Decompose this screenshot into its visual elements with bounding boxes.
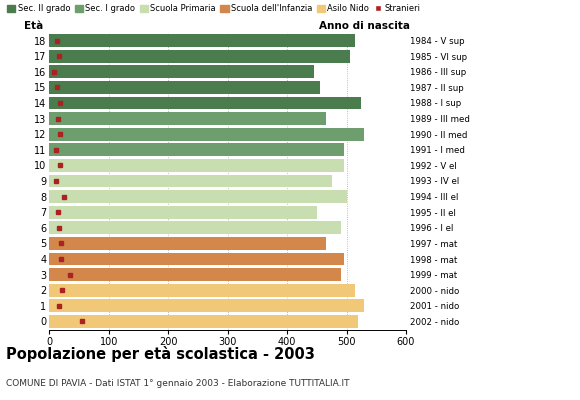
Bar	[49, 143, 343, 156]
Text: Età: Età	[24, 20, 44, 30]
Bar	[49, 65, 314, 78]
Text: Popolazione per età scolastica - 2003: Popolazione per età scolastica - 2003	[6, 346, 315, 362]
Bar	[49, 81, 320, 94]
Text: COMUNE DI PAVIA - Dati ISTAT 1° gennaio 2003 - Elaborazione TUTTITALIA.IT: COMUNE DI PAVIA - Dati ISTAT 1° gennaio …	[6, 379, 349, 388]
Bar	[49, 50, 350, 62]
Text: Anno di nascita: Anno di nascita	[318, 20, 409, 30]
Bar	[49, 159, 343, 172]
Bar	[49, 300, 364, 312]
Bar	[49, 206, 317, 219]
Legend: Sec. II grado, Sec. I grado, Scuola Primaria, Scuola dell'Infanzia, Asilo Nido, : Sec. II grado, Sec. I grado, Scuola Prim…	[7, 4, 420, 13]
Bar	[49, 222, 340, 234]
Bar	[49, 237, 326, 250]
Bar	[49, 268, 340, 281]
Bar	[49, 253, 343, 266]
Bar	[49, 34, 356, 47]
Bar	[49, 128, 364, 140]
Bar	[49, 96, 361, 109]
Bar	[49, 190, 347, 203]
Bar	[49, 112, 326, 125]
Bar	[49, 284, 356, 297]
Bar	[49, 175, 332, 187]
Bar	[49, 315, 358, 328]
